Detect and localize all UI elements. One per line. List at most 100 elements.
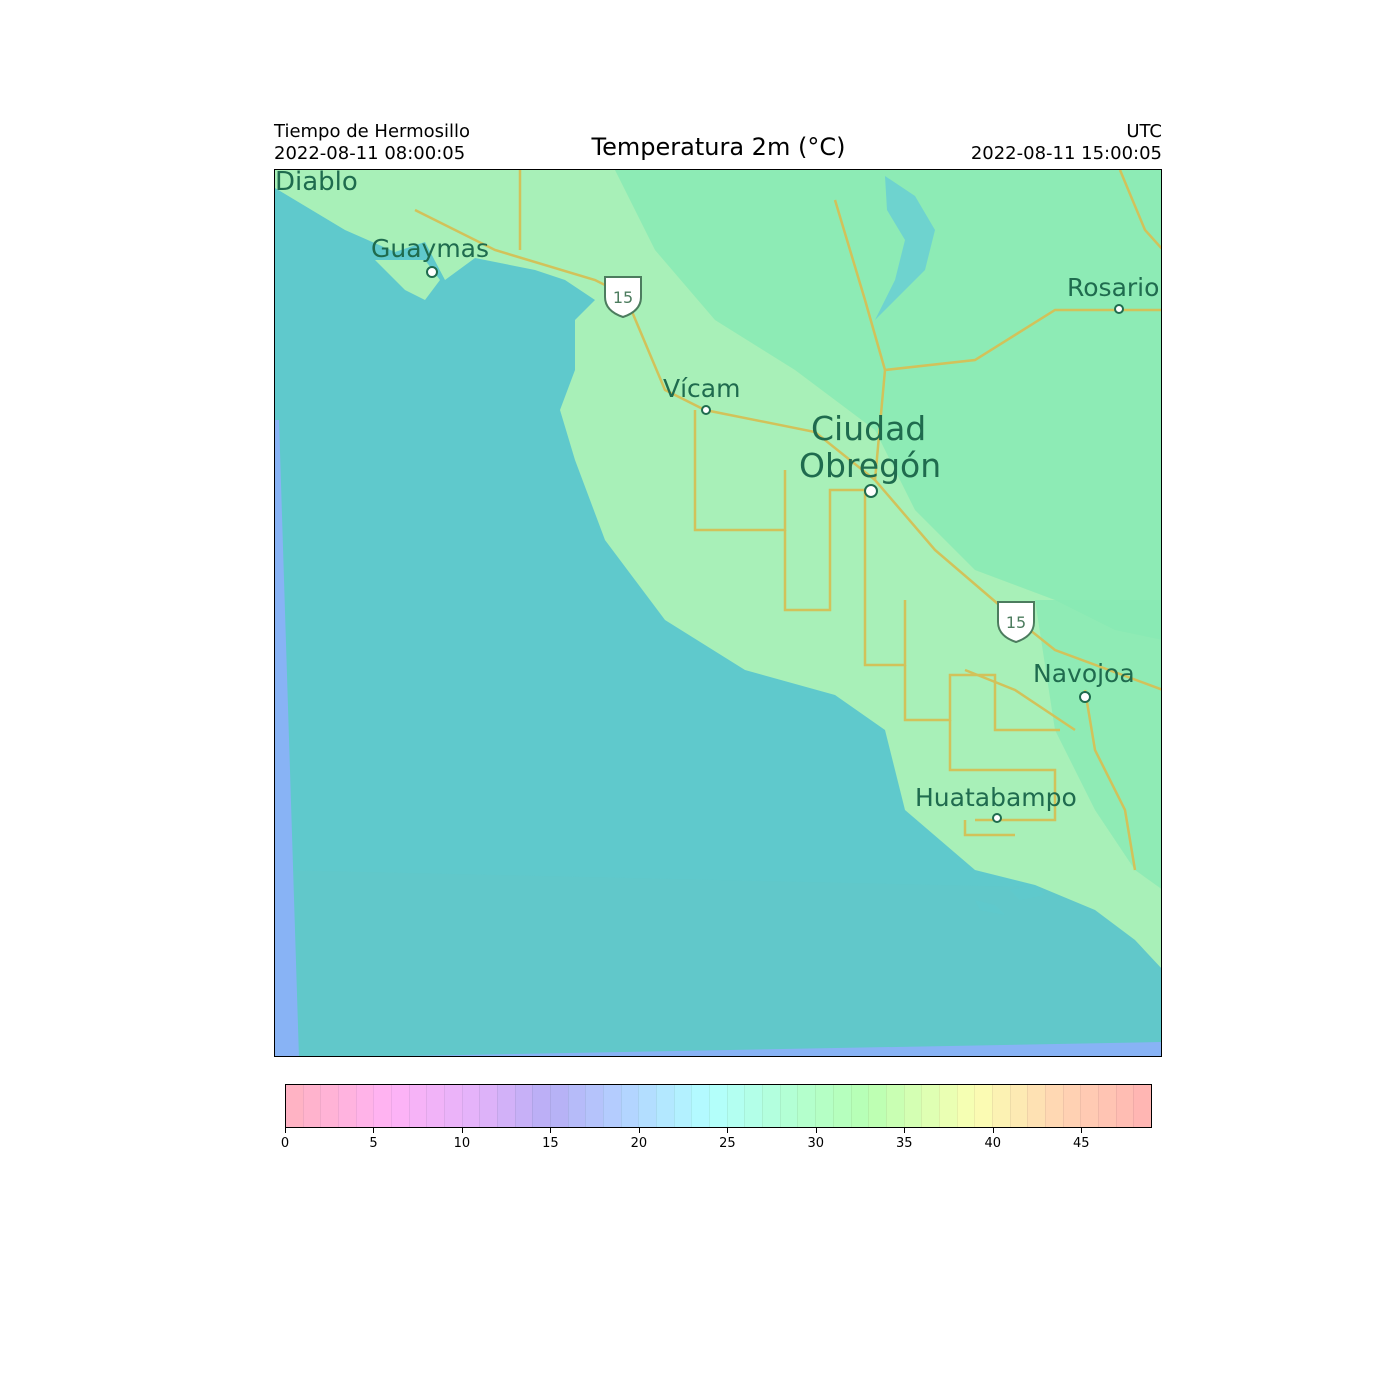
town-dot-icon [701,405,711,415]
colorbar-segment [444,1085,462,1127]
town-dot-icon [992,813,1002,823]
colorbar-tick-mark [815,1128,817,1133]
colorbar-segment [514,1085,533,1127]
place-label-guaymas: Guaymas [371,234,489,263]
lagoon [1010,885,1045,900]
colorbar-tick-label: 20 [630,1136,648,1151]
colorbar-tick-mark [1081,1128,1083,1133]
colorbar-segment [797,1085,816,1127]
colorbar-segment [673,1085,692,1127]
town-markers [426,266,1124,823]
land-warm-zone [615,170,1161,640]
town-dot-icon [1114,304,1124,314]
guaymas-land [375,260,440,300]
colorbar-tick-label: 25 [719,1136,736,1151]
town-dot-icon [426,266,438,278]
colorbar-segment [355,1085,374,1127]
place-label-ciudad: Ciudad [811,409,926,448]
sea-edge-bottom [407,1042,1161,1056]
colorbar-segment [815,1085,833,1127]
colorbar-segment [762,1085,780,1127]
colorbar-tick-mark [373,1128,375,1133]
colorbar-segment [938,1085,957,1127]
colorbar-tick-mark [992,1128,994,1133]
colorbar-segment [691,1085,710,1127]
colorbar-segment [779,1085,798,1127]
colorbar-segment [1009,1085,1028,1127]
colorbar-segment [461,1085,480,1127]
place-label-obregon: Obregón [799,446,941,485]
colorbar-tick-label: 0 [280,1136,290,1151]
colorbar-segment [709,1085,727,1127]
colorbar-tick-label: 45 [1072,1136,1090,1151]
lagoon [975,900,1005,915]
colorbar-segment [974,1085,992,1127]
map-title: Temperatura 2m (°C) [591,133,846,161]
colorbar-segment [921,1085,939,1127]
local-timezone-label: Tiempo de Hermosillo [274,121,471,142]
colorbar-tick-mark [285,1128,286,1133]
colorbar-tick-mark [550,1128,552,1133]
colorbar-segment [408,1085,427,1127]
roads [414,170,1161,871]
colorbar-segment [302,1085,321,1127]
colorbar-segment [1062,1085,1081,1127]
colorbar-segment [620,1085,639,1127]
colorbar-tick-label: 5 [369,1136,378,1151]
city-dot-icon [864,484,878,498]
highway-shield-number: 15 [613,288,633,307]
map-canvas: 15 15 Diablo Guaymas Rosario Vícam Ciuda… [275,170,1161,1056]
town-dot-icon [1079,691,1091,703]
utc-time-label: 2022-08-11 15:00:05 [970,143,1162,164]
colorbar-segment [532,1085,551,1127]
colorbar-segment [338,1085,356,1127]
colorbar-segment [868,1085,886,1127]
colorbar-segment [885,1085,904,1127]
place-label-rosario: Rosario [1067,273,1159,302]
colorbar-segment [373,1085,392,1127]
place-label-diablo: Diablo [275,170,358,197]
colorbar-segment [1097,1085,1116,1127]
colorbar-segment [1027,1085,1045,1127]
temperature-colorbar [285,1084,1152,1128]
colorbar-segment [991,1085,1010,1127]
colorbar-segment [286,1085,303,1127]
reservoir [875,176,935,320]
colorbar-segment [850,1085,869,1127]
colorbar-segment [656,1085,674,1127]
colorbar-tick-label: 15 [542,1136,559,1151]
place-label-huatabampo: Huatabampo [915,783,1077,812]
colorbar-segment [550,1085,568,1127]
place-label-vicam: Vícam [663,374,740,403]
colorbar-segment [497,1085,515,1127]
highway-shield-icon: 15 [997,601,1035,644]
sea-shade [275,870,1161,1056]
utc-timezone-label: UTC [1126,121,1162,142]
colorbar-segment [638,1085,657,1127]
colorbar-segment [1115,1085,1134,1127]
colorbar-segment [479,1085,498,1127]
colorbar-tick-label: 35 [896,1136,913,1151]
colorbar-tick-label: 10 [453,1136,471,1151]
land-warm-zone-south [1035,600,1161,889]
colorbar-segment [1080,1085,1098,1127]
colorbar-segment [956,1085,975,1127]
temperature-map[interactable]: 15 15 Diablo Guaymas Rosario Vícam Ciuda… [274,169,1162,1057]
colorbar-segment [320,1085,339,1127]
place-label-navojoa: Navojoa [1033,659,1135,688]
colorbar-segment [603,1085,621,1127]
colorbar-segment [903,1085,922,1127]
colorbar-segment [585,1085,604,1127]
local-time-label: 2022-08-11 08:00:05 [274,143,466,164]
highway-shield-number: 15 [1006,613,1026,632]
colorbar-tick-mark [727,1128,729,1133]
colorbar-segment [1133,1085,1151,1127]
colorbar-segment [744,1085,763,1127]
header-right: UTC 2022-08-11 15:00:05 [971,121,1162,165]
colorbar-segment [832,1085,851,1127]
colorbar-segment [567,1085,586,1127]
colorbar-ticks: 0 5 10 15 20 25 30 35 40 45 [281,1128,1152,1158]
sea-edge-left [275,420,299,1056]
colorbar-tick-label: 40 [984,1136,1002,1151]
colorbar-tick-mark [638,1128,640,1133]
